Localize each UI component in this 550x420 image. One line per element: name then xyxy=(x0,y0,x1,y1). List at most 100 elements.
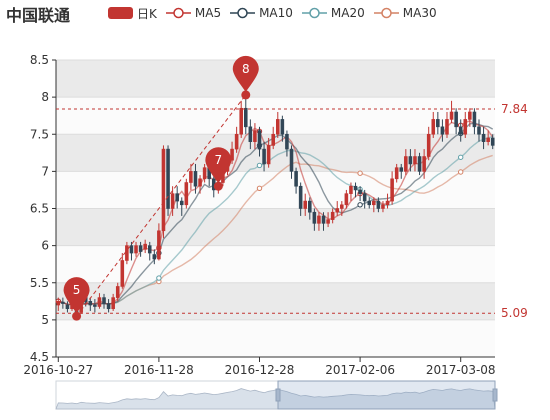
ma20-line-symbol xyxy=(156,275,162,281)
candle-body xyxy=(276,119,280,135)
candle-body xyxy=(426,133,431,157)
mark-line-label: 7.84 xyxy=(501,102,528,116)
y-band xyxy=(56,245,495,283)
candle-body xyxy=(294,171,298,187)
candle-body xyxy=(193,171,198,187)
candle-body xyxy=(262,148,266,165)
mark-point-label: 8 xyxy=(242,62,250,76)
y-tick-label: 7.5 xyxy=(30,127,49,141)
candle-body xyxy=(362,193,367,202)
candle-body xyxy=(115,286,120,298)
mark-point-label: 5 xyxy=(73,283,81,297)
y-tick-label: 7 xyxy=(41,164,49,178)
ma20-line-symbol xyxy=(458,154,464,160)
candle-body xyxy=(157,230,161,260)
y-tick-label: 8 xyxy=(41,90,49,104)
candle-body xyxy=(243,107,248,128)
candle-body xyxy=(285,133,289,150)
candle-body xyxy=(353,185,358,191)
candle-body xyxy=(490,137,495,146)
candle-body xyxy=(385,200,390,206)
candle-body xyxy=(280,119,285,135)
candle-body xyxy=(458,126,463,135)
candle-body xyxy=(390,178,394,202)
legend-item[interactable]: MA5 xyxy=(165,6,221,20)
candle-body xyxy=(253,130,257,142)
candle-body xyxy=(147,245,152,254)
candle-body xyxy=(61,301,65,304)
candle-body xyxy=(161,148,166,232)
datazoom-right-handle[interactable] xyxy=(492,388,498,402)
y-band xyxy=(56,97,495,135)
candle-body xyxy=(417,156,422,172)
candle-body xyxy=(138,245,143,252)
candle-body xyxy=(184,182,189,206)
candle-body xyxy=(468,111,472,120)
ma30-line-symbol xyxy=(458,169,464,175)
candle-body xyxy=(445,119,449,135)
mark-point-dot xyxy=(72,311,82,321)
candle-body xyxy=(308,200,312,213)
datazoom-left-handle[interactable] xyxy=(275,388,281,402)
line-legend-icon xyxy=(373,7,399,19)
candle-body xyxy=(317,215,321,224)
mark-point-dot xyxy=(241,90,251,100)
candle-body xyxy=(436,119,440,128)
y-tick-label: 6.5 xyxy=(30,202,49,216)
candle-body xyxy=(344,193,349,206)
candle-body xyxy=(321,215,326,224)
ma20-line xyxy=(58,135,493,307)
y-band xyxy=(56,319,495,357)
candle-body xyxy=(312,211,317,224)
candle-body xyxy=(381,204,385,209)
line-legend-icon xyxy=(230,7,256,19)
candle-body xyxy=(120,260,125,287)
x-tick-label: 2017-03-08 xyxy=(426,363,496,377)
datazoom-selection xyxy=(277,380,496,410)
y-band xyxy=(56,60,495,98)
candle-body xyxy=(230,148,234,161)
mark-point-label: 7 xyxy=(215,153,223,167)
candle-body xyxy=(175,193,179,202)
candle-body xyxy=(367,200,372,206)
y-tick-label: 5 xyxy=(41,313,49,327)
legend-item[interactable]: 日K xyxy=(108,5,157,22)
x-tick-label: 2017-02-06 xyxy=(325,363,395,377)
y-band xyxy=(56,134,495,172)
candle-body xyxy=(239,107,243,135)
legend-label: MA30 xyxy=(402,6,437,20)
ma10-line-symbol xyxy=(357,202,363,208)
legend-item[interactable]: MA20 xyxy=(301,6,365,20)
x-tick-label: 2016-12-28 xyxy=(225,363,295,377)
mark-line-label: 5.09 xyxy=(501,306,528,320)
candle-body xyxy=(111,297,115,310)
legend: 日K MA5 MA10 MA20 MA30 xyxy=(108,4,446,22)
trend-line xyxy=(76,94,247,317)
candle-body xyxy=(413,156,417,165)
legend-item[interactable]: MA10 xyxy=(230,6,293,20)
candle-body xyxy=(399,167,404,172)
x-tick-label: 2016-10-27 xyxy=(23,363,93,377)
mark-point-pin xyxy=(63,277,90,314)
candle-body xyxy=(449,111,454,120)
candle-body xyxy=(340,204,344,209)
candle-body xyxy=(454,111,458,128)
candle-body xyxy=(289,148,294,172)
line-legend-icon xyxy=(165,7,191,19)
candle-body xyxy=(358,189,362,194)
candle-body xyxy=(463,119,468,135)
mark-point-pin xyxy=(205,147,232,184)
y-tick-label: 4.5 xyxy=(30,350,49,364)
legend-item[interactable]: MA30 xyxy=(373,6,437,20)
candle-body xyxy=(472,111,477,128)
candle-body xyxy=(102,297,106,304)
candle-body xyxy=(431,119,436,135)
chart-title: 中国联通 xyxy=(6,6,71,25)
candle-body xyxy=(106,303,111,310)
y-band xyxy=(56,171,495,209)
candle-body xyxy=(298,185,303,209)
mark-point-pin xyxy=(232,55,259,92)
candle-body xyxy=(179,200,184,206)
